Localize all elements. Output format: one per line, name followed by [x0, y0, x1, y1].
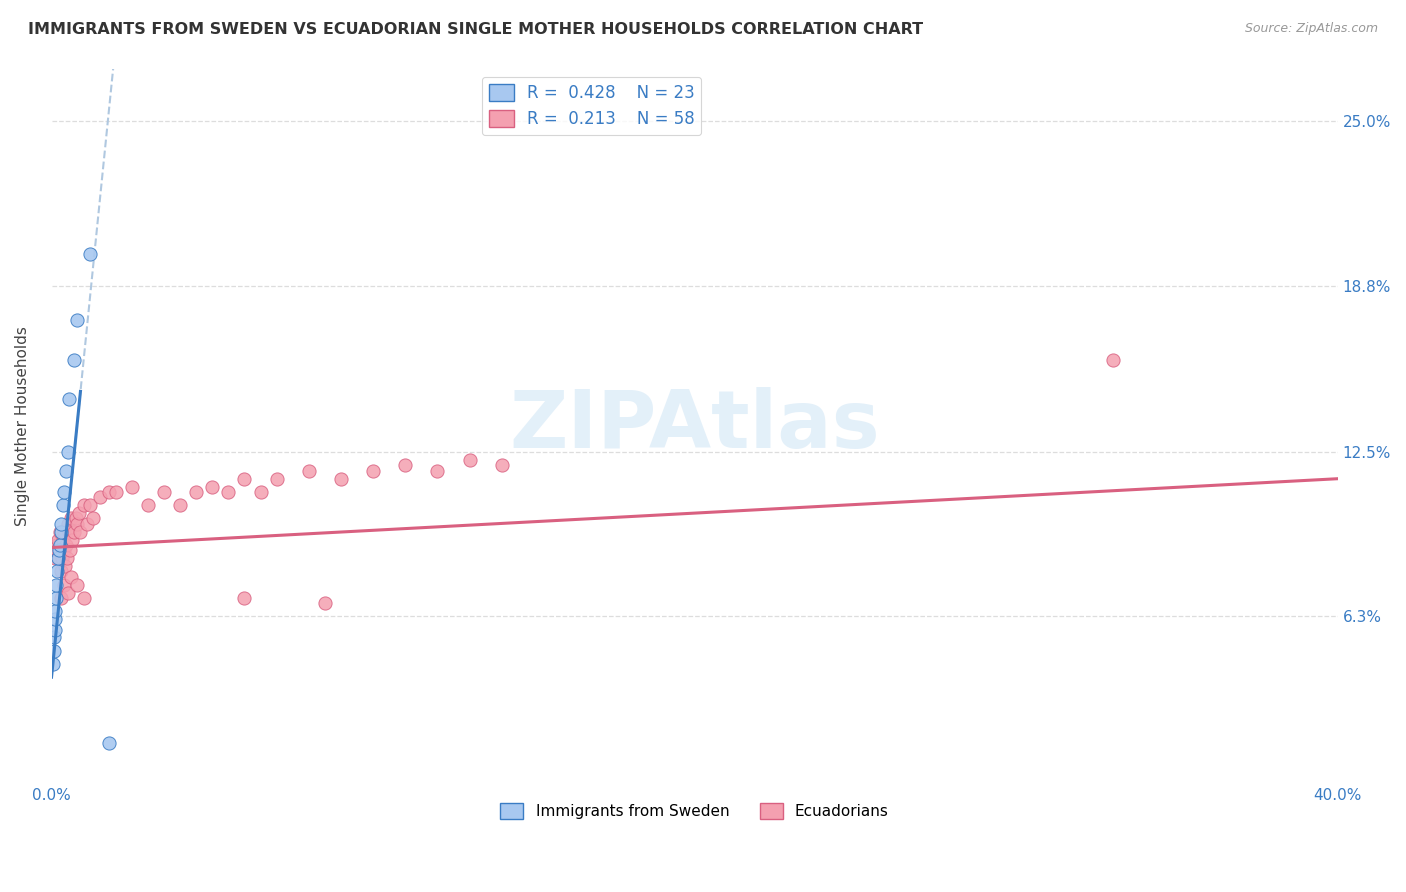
Point: [53, 577, 76, 591]
Point: [426, 464, 449, 478]
Point: [52, 533, 75, 547]
Point: [98, 736, 121, 750]
Point: [44, 551, 66, 566]
Point: [394, 458, 416, 473]
Point: [45, 591, 67, 605]
Point: [59, 569, 82, 583]
Point: [51, 551, 73, 566]
Point: [361, 464, 384, 478]
Point: [458, 453, 481, 467]
Point: [42, 657, 65, 671]
Point: [266, 472, 288, 486]
Point: [44, 604, 66, 618]
Point: [65, 511, 87, 525]
Point: [52, 543, 75, 558]
Point: [66, 577, 89, 591]
Point: [45, 538, 67, 552]
Point: [329, 472, 352, 486]
Point: [56, 585, 79, 599]
Point: [42, 631, 65, 645]
Point: [233, 472, 256, 486]
Point: [67, 506, 90, 520]
Point: [136, 498, 159, 512]
Point: [58, 392, 80, 407]
Point: [249, 485, 271, 500]
Text: ZIPAtlas: ZIPAtlas: [509, 387, 880, 465]
Point: [63, 524, 86, 539]
Text: Source: ZipAtlas.com: Source: ZipAtlas.com: [1244, 22, 1378, 36]
Point: [53, 485, 76, 500]
Point: [79, 498, 101, 512]
Point: [51, 591, 73, 605]
Point: [51, 516, 73, 531]
Point: [53, 524, 76, 539]
Point: [98, 485, 121, 500]
Point: [73, 498, 96, 512]
Point: [89, 490, 111, 504]
Point: [44, 623, 66, 637]
Point: [62, 533, 84, 547]
Point: [298, 464, 321, 478]
Point: [58, 524, 80, 539]
Point: [48, 551, 70, 566]
Point: [59, 543, 82, 558]
Point: [56, 551, 79, 566]
Point: [55, 464, 77, 478]
Point: [104, 485, 127, 500]
Point: [314, 596, 336, 610]
Point: [56, 445, 79, 459]
Point: [73, 591, 96, 605]
Point: [48, 543, 70, 558]
Point: [55, 538, 77, 552]
Point: [46, 565, 69, 579]
Point: [48, 538, 70, 552]
Point: [56, 516, 79, 531]
Text: IMMIGRANTS FROM SWEDEN VS ECUADORIAN SINGLE MOTHER HOUSEHOLDS CORRELATION CHART: IMMIGRANTS FROM SWEDEN VS ECUADORIAN SIN…: [28, 22, 924, 37]
Y-axis label: Single Mother Households: Single Mother Households: [15, 326, 30, 525]
Point: [63, 352, 86, 367]
Point: [491, 458, 513, 473]
Point: [66, 313, 89, 327]
Point: [49, 565, 72, 579]
Point: [153, 485, 176, 500]
Point: [66, 516, 89, 531]
Point: [1101, 352, 1123, 367]
Point: [217, 485, 239, 500]
Point: [121, 480, 143, 494]
Point: [76, 516, 98, 531]
Point: [44, 612, 66, 626]
Point: [59, 511, 82, 525]
Point: [79, 246, 101, 260]
Point: [233, 591, 256, 605]
Legend: Immigrants from Sweden, Ecuadorians: Immigrants from Sweden, Ecuadorians: [495, 797, 896, 825]
Point: [48, 524, 70, 539]
Point: [46, 543, 69, 558]
Point: [46, 551, 69, 566]
Point: [82, 511, 104, 525]
Point: [52, 498, 75, 512]
Point: [49, 524, 72, 539]
Point: [186, 485, 208, 500]
Point: [42, 644, 65, 658]
Point: [51, 538, 73, 552]
Point: [53, 559, 76, 574]
Point: [46, 533, 69, 547]
Point: [201, 480, 224, 494]
Point: [69, 524, 91, 539]
Point: [45, 577, 67, 591]
Point: [169, 498, 191, 512]
